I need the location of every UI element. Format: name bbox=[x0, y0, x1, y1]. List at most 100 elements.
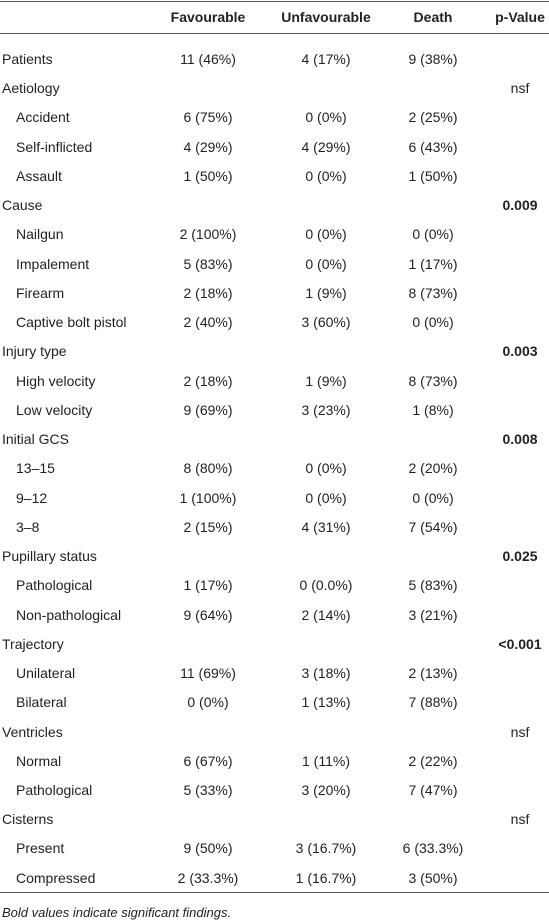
cell-value: 8 (80%) bbox=[183, 460, 233, 477]
top-rule bbox=[0, 1, 549, 2]
cell-value: 7 (47%) bbox=[408, 782, 458, 798]
cell-value: 6 (75%) bbox=[183, 109, 233, 126]
sub-row-label: Impalement bbox=[16, 255, 90, 272]
header-rule bbox=[0, 33, 549, 34]
cell-value: 5 (83%) bbox=[183, 255, 233, 272]
cell-value: 1 (16.7%) bbox=[295, 869, 357, 886]
cell-value: 0 (0%) bbox=[305, 255, 347, 272]
row-label: Injury type bbox=[2, 343, 67, 360]
column-header: p-Value bbox=[495, 9, 545, 25]
column-header: Unfavourable bbox=[281, 9, 371, 25]
cell-value: 8 (73%) bbox=[408, 372, 458, 389]
sub-row-label: Bilateral bbox=[16, 694, 67, 711]
cell-value: 8 (73%) bbox=[408, 284, 458, 301]
column-header: Death bbox=[413, 9, 453, 25]
row-label: Ventricles bbox=[2, 723, 63, 740]
cell-value: 0 (0%) bbox=[305, 167, 347, 184]
cell-value: 3 (23%) bbox=[301, 401, 351, 418]
cell-value: 9 (64%) bbox=[183, 606, 233, 623]
cell-value: 0 (0.0%) bbox=[299, 577, 353, 594]
sub-row-label: Pathological bbox=[16, 577, 93, 594]
cell-value: 1 (17%) bbox=[183, 577, 233, 594]
cell-value: 1 (100%) bbox=[179, 489, 237, 506]
sub-row-label: Nailgun bbox=[16, 226, 64, 243]
p-value: 0.003 bbox=[502, 343, 538, 360]
row-label: Patients bbox=[2, 51, 53, 67]
cell-value: 2 (25%) bbox=[408, 109, 458, 126]
cell-value: 4 (29%) bbox=[301, 138, 351, 155]
cell-value: 4 (31%) bbox=[301, 518, 351, 535]
bottom-rule bbox=[0, 892, 549, 893]
p-value: 0.009 bbox=[502, 197, 538, 214]
cell-value: 4 (29%) bbox=[183, 138, 233, 155]
cell-value: 1 (11%) bbox=[302, 752, 350, 769]
sub-row-label: 9–12 bbox=[16, 489, 48, 506]
row-label: Cisterns bbox=[2, 811, 54, 828]
cell-value: 1 (50%) bbox=[183, 167, 233, 184]
cell-value: 2 (18%) bbox=[183, 284, 233, 301]
cell-value: 3 (50%) bbox=[408, 869, 458, 886]
cell-value: 4 (17%) bbox=[301, 51, 351, 67]
cell-value: 0 (0%) bbox=[305, 460, 347, 477]
cell-value: 3 (21%) bbox=[408, 606, 458, 623]
cell-value: 2 (22%) bbox=[408, 752, 458, 769]
cell-value: 5 (83%) bbox=[408, 577, 458, 594]
p-value: nsf bbox=[510, 811, 530, 828]
cell-value: 7 (88%) bbox=[408, 694, 458, 711]
cell-value: 2 (100%) bbox=[179, 226, 237, 243]
sub-row-label: High velocity bbox=[16, 372, 96, 389]
cell-value: 6 (33.3%) bbox=[402, 840, 464, 857]
column-header: Favourable bbox=[170, 9, 246, 25]
sub-row-label: Normal bbox=[16, 752, 62, 769]
cell-value: 0 (0%) bbox=[412, 314, 454, 331]
p-value: <0.001 bbox=[498, 635, 542, 652]
cell-value: 9 (69%) bbox=[183, 401, 233, 418]
cell-value: 3 (20%) bbox=[301, 782, 351, 798]
cell-value: 1 (13%) bbox=[301, 694, 351, 711]
cell-value: 0 (0%) bbox=[305, 109, 347, 126]
p-value: nsf bbox=[510, 80, 530, 97]
sub-row-label: 3–8 bbox=[16, 518, 40, 535]
cell-value: 2 (40%) bbox=[183, 314, 233, 331]
cell-value: 0 (0%) bbox=[305, 489, 347, 506]
cell-value: 1 (50%) bbox=[408, 167, 458, 184]
sub-row-label: Self-inflicted bbox=[16, 138, 93, 155]
sub-row-label: Unilateral bbox=[16, 665, 76, 682]
cell-value: 3 (60%) bbox=[301, 314, 351, 331]
p-value: nsf bbox=[510, 723, 530, 740]
cell-value: 11 (69%) bbox=[180, 665, 236, 682]
sub-row-label: Low velocity bbox=[16, 401, 93, 418]
cell-value: 3 (18%) bbox=[301, 665, 351, 682]
cell-value: 0 (0%) bbox=[305, 226, 347, 243]
sub-row-label: 13–15 bbox=[16, 460, 55, 477]
cell-value: 2 (15%) bbox=[183, 518, 233, 535]
row-label: Initial GCS bbox=[2, 431, 69, 448]
cell-value: 1 (17%) bbox=[408, 255, 458, 272]
row-label: Cause bbox=[2, 197, 43, 214]
row-label: Aetiology bbox=[2, 80, 60, 97]
cell-value: 2 (33.3%) bbox=[177, 869, 239, 886]
cell-value: 2 (18%) bbox=[183, 372, 233, 389]
cell-value: 2 (14%) bbox=[301, 606, 351, 623]
sub-row-label: Captive bolt pistol bbox=[16, 314, 127, 331]
row-label: Pupillary status bbox=[2, 548, 97, 565]
cell-value: 3 (16.7%) bbox=[295, 840, 357, 857]
cell-value: 2 (13%) bbox=[408, 665, 458, 682]
cell-value: 0 (0%) bbox=[412, 489, 454, 506]
cell-value: 9 (50%) bbox=[183, 840, 233, 857]
cell-value: 5 (33%) bbox=[183, 782, 233, 798]
cell-value: 9 (38%) bbox=[408, 51, 458, 67]
row-label: Trajectory bbox=[2, 635, 64, 652]
cell-value: 1 (9%) bbox=[305, 284, 347, 301]
cell-value: 11 (46%) bbox=[180, 51, 236, 67]
p-value: 0.025 bbox=[502, 548, 538, 565]
cell-value: 0 (0%) bbox=[412, 226, 454, 243]
cell-value: 1 (9%) bbox=[305, 372, 347, 389]
cell-value: 1 (8%) bbox=[412, 401, 454, 418]
sub-row-label: Assault bbox=[16, 167, 62, 184]
sub-row-label: Non-pathological bbox=[16, 606, 122, 623]
sub-row-label: Present bbox=[16, 840, 65, 857]
sub-row-label: Firearm bbox=[16, 284, 65, 301]
p-value: 0.008 bbox=[502, 431, 538, 448]
